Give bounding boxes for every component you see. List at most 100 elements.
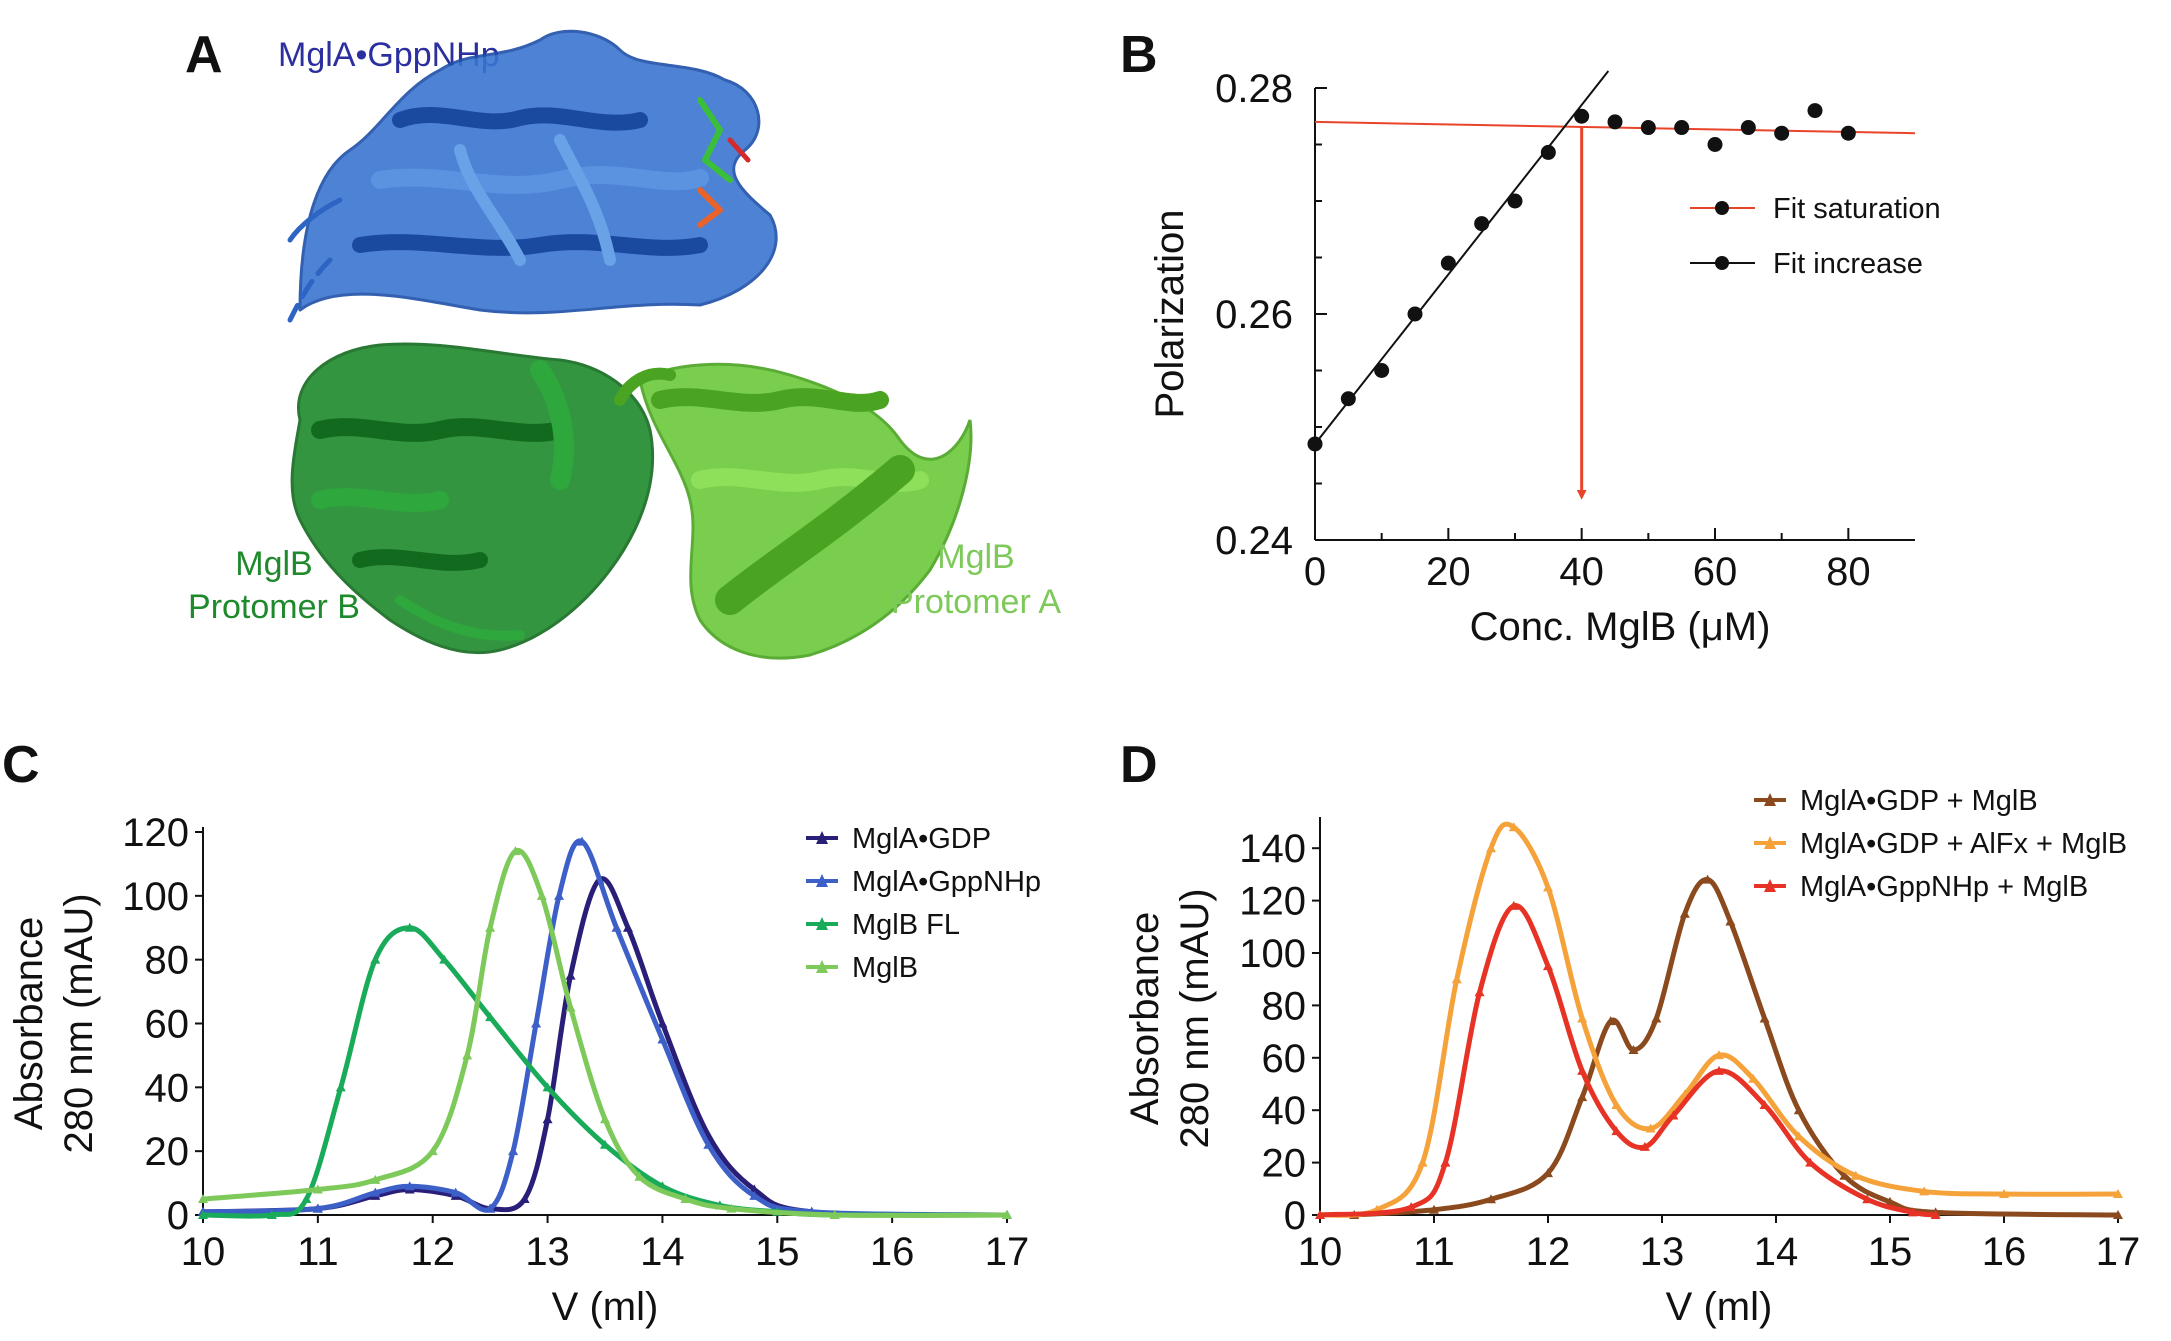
y-tick-label: 0 [1284,1194,1306,1238]
y-tick-label: 140 [1239,827,1306,871]
fit-line-fit-increase [1315,71,1608,444]
data-point [1574,109,1589,124]
x-tick-label: 13 [525,1230,570,1274]
x-tick-label: 17 [985,1230,1030,1274]
y-tick-label: 0.28 [1215,67,1293,111]
x-tick-label: 14 [640,1230,685,1274]
y-tick-label: 100 [122,875,189,919]
y-axis-title-line1: Absorbance [7,917,51,1130]
x-tick-label: 16 [1982,1230,2027,1274]
legend-label-mgla-gdp: MglA•GDP [852,823,991,855]
y-axis-title-line2: 280 nm (mAU) [1173,888,1217,1148]
y-tick-label: 100 [1239,932,1306,976]
y-tick-label: 20 [1262,1142,1307,1186]
data-point [1808,103,1823,118]
x-tick-label: 40 [1559,550,1604,594]
x-tick-label: 16 [870,1230,915,1274]
series-line-mglb [203,850,1007,1215]
y-tick-label: 0.26 [1215,293,1293,337]
y-tick-label: 20 [145,1130,190,1174]
data-point [1474,216,1489,231]
legend-fit-increase-label: Fit increase [1773,248,1923,280]
legend-fit-saturation-label: Fit saturation [1773,193,1941,225]
panel-a: A MglA•GppNHp [185,26,1061,658]
series-marker [462,1050,472,1059]
panel-b-legend: Fit saturation Fit increase [1690,193,1941,280]
panel-c-letter: C [2,736,40,794]
legend-label-mglb: MglB [852,952,918,984]
mglb-protomer-b-label-line1: MglB [235,545,312,583]
x-tick-label: 15 [755,1230,800,1274]
series-marker [508,1146,518,1155]
legend-label-mgla-gdp-alfx-mglb: MglA•GDP + AlFx + MglB [1800,828,2127,860]
data-point [1541,145,1556,160]
data-point [1441,256,1456,271]
data-point [1741,120,1756,135]
y-tick-label: 0.24 [1215,519,1293,563]
x-axis-title: V (ml) [1666,1285,1773,1329]
y-tick-label: 60 [145,1003,190,1047]
y-tick-label: 40 [145,1066,190,1110]
data-point [1641,120,1656,135]
data-point [1608,114,1623,129]
series-marker [485,923,495,932]
series-marker [1452,974,1462,983]
y-tick-label: 120 [1239,880,1306,924]
x-axis-title: Conc. MglB (μM) [1470,605,1771,649]
legend-label-mgla-gppnhp-mglb: MglA•GppNHp + MglB [1800,871,2088,903]
panel-d-chart: 10 11 12 13 14 15 16 17020406080100120140V (ml)… [1123,785,2140,1329]
y-tick-label: 120 [122,811,189,855]
data-point [1674,120,1689,135]
data-point [1308,436,1323,451]
panel-c: C 10 11 12 13 14 15 16 17 0 20 40 60 80 100 120 V (ml) A… [2,736,1041,1329]
legend-label-mgla-gdp-mglb: MglA•GDP + MglB [1800,785,2038,817]
x-tick-label: 11 [297,1230,339,1274]
x-tick-label: 80 [1826,550,1871,594]
y-axis-title-line2: 280 nm (mAU) [57,893,101,1153]
series-marker [531,1019,541,1028]
data-point [1841,126,1856,141]
y-tick-label: 80 [1262,984,1307,1028]
x-tick-label: 15 [1868,1230,1913,1274]
mgla-structure-illustration [290,31,776,320]
x-tick-label: 0 [1304,550,1326,594]
panel-a-letter: A [185,26,223,84]
x-tick-label: 11 [1413,1230,1455,1274]
panel-c-chart: 10 11 12 13 14 15 16 17 0 20 40 60 80 100 120 V (ml) Abs… [7,811,1041,1329]
data-point [1508,194,1523,209]
series-marker [543,1114,553,1123]
data-point [1408,307,1423,322]
legend-label-mgla-gppnhp: MglA•GppNHp [852,866,1041,898]
data-point [1341,391,1356,406]
legend-label-mglb-fl: MglB FL [852,909,960,941]
panel-b-chart: 0 20 40 60 80 0.24 0.26 0.28 Conc. MglB (μM) Pola… [1148,67,1915,649]
legend-fit-increase-marker [1715,256,1729,270]
x-axis-title: V (ml) [552,1285,659,1329]
panel-d: D 10 11 12 13 14 15 16 17020406080100120140V (m… [1120,736,2140,1329]
data-point [1774,126,1789,141]
x-tick-label: 12 [410,1230,455,1274]
panel-d-letter: D [1120,736,1158,794]
y-tick-label: 0 [167,1194,189,1238]
y-tick-label: 60 [1262,1037,1307,1081]
data-point [1374,363,1389,378]
x-tick-label: 14 [1754,1230,1799,1274]
mglb-protomer-a-label-line2: Protomer A [891,583,1061,621]
x-tick-label: 20 [1426,550,1471,594]
y-axis-title-line1: Absorbance [1123,912,1167,1125]
panel-b: B 0 20 40 60 80 0.24 0.26 0.28 Conc. MglB (μM) Po… [1120,26,1941,649]
panel-b-letter: B [1120,26,1158,84]
y-tick-label: 40 [1262,1089,1307,1133]
x-tick-label: 12 [1526,1230,1571,1274]
x-tick-label: 17 [2096,1230,2141,1274]
series-marker [566,971,576,980]
x-tick-label: 60 [1693,550,1738,594]
series-marker [554,891,564,900]
data-point [1708,137,1723,152]
y-tick-label: 80 [145,939,190,983]
legend-fit-saturation-marker [1715,201,1729,215]
x-tick-label: 13 [1640,1230,1685,1274]
mglb-protomer-b-label-line2: Protomer B [188,588,360,626]
y-axis-title: Polarization [1148,209,1192,418]
